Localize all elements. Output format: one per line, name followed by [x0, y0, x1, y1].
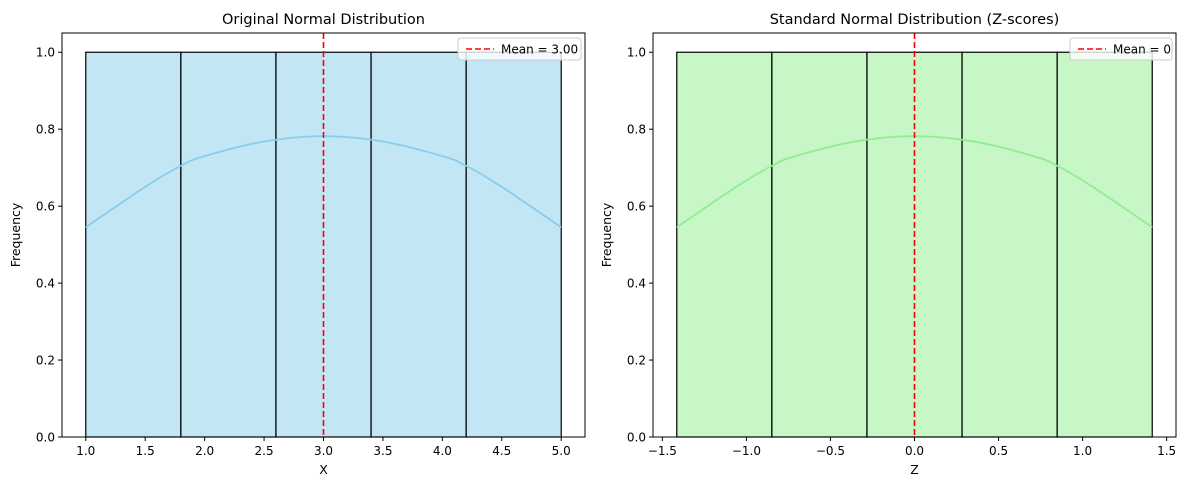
chart-2-xtick-label: −1.5	[648, 444, 677, 458]
chart-2-ytick-label: 0.4	[627, 277, 646, 291]
chart-1-xtick-label: 1.0	[76, 444, 95, 458]
chart-1-xtick-label: 5.0	[552, 444, 571, 458]
chart-1-bar-4	[370, 51, 467, 438]
chart-2-xtick-label: 1.5	[1157, 444, 1176, 458]
chart-2-bar-2	[771, 51, 868, 438]
chart-1-xtick-label: 4.0	[433, 444, 452, 458]
chart-2-ytick-label: 0.8	[627, 123, 646, 137]
chart-1-xtick-label: 2.0	[195, 444, 214, 458]
chart-2-ylabel: Frequency	[599, 202, 614, 267]
chart-2-bar-1	[676, 51, 773, 438]
chart-1-bar-2	[180, 51, 277, 438]
chart-2-ytick-label: 0.6	[627, 200, 646, 214]
chart-2-legend-box	[1069, 37, 1173, 61]
chart-1-xtick-label: 4.5	[492, 444, 511, 458]
chart-2-xtick-label: −1.0	[732, 444, 761, 458]
chart-2-ytick-label: 0.0	[627, 431, 646, 445]
chart-2-xtick-label: 0.0	[905, 444, 924, 458]
chart-1-bar-1	[85, 51, 182, 438]
chart-1-xtick-label: 3.5	[373, 444, 392, 458]
chart-1-xtick-label: 3.0	[314, 444, 333, 458]
chart-1: 1.0 1.5 2.0 2.5 3.0 3.5 4.0 4.5 5.0 0.0 0.2 0.4 0.6 0…	[8, 12, 586, 477]
chart-1-ytick-label: 0.8	[36, 123, 55, 137]
chart-2-bar-4	[961, 51, 1058, 438]
chart-1-xtick-label: 2.5	[255, 444, 274, 458]
chart-2-legend: Mean = 0	[1069, 37, 1173, 61]
chart-2-xtick-label: 1.0	[1073, 444, 1092, 458]
chart-1-ytick-label: 0.2	[36, 354, 55, 368]
chart-1-legend-box	[457, 37, 582, 61]
chart-1-xlabel: X	[319, 462, 328, 477]
chart-2-title: Standard Normal Distribution (Z-scores)	[770, 12, 1060, 28]
chart-1-title: Original Normal Distribution	[222, 12, 425, 28]
chart-2-ytick-label: 1.0	[627, 46, 646, 60]
chart-2-bar-5	[1056, 51, 1153, 438]
chart-2-xtick-label: −0.5	[816, 444, 845, 458]
chart-2-xlabel: Z	[910, 462, 919, 477]
chart-1-legend: Mean = 3.00	[457, 37, 582, 61]
chart-2-xtick-label: 0.5	[989, 444, 1008, 458]
chart-2: −1.5 −1.0 −0.5 0.0 0.5 1.0 1.5 0.0 0.2 0.4 0.6 0.8 1…	[599, 12, 1177, 477]
chart-2-legend-label: Mean = 0	[1113, 43, 1171, 57]
chart-1-bar-5	[465, 51, 562, 438]
chart-1-ytick-label: 1.0	[36, 46, 55, 60]
chart-1-ylabel: Frequency	[8, 202, 23, 267]
chart-1-ytick-label: 0.6	[36, 200, 55, 214]
chart-1-legend-label: Mean = 3.00	[501, 43, 578, 57]
chart-1-xtick-label: 1.5	[136, 444, 155, 458]
chart-1-ytick-label: 0.0	[36, 431, 55, 445]
chart-1-ytick-label: 0.4	[36, 277, 55, 291]
chart-2-ytick-label: 0.2	[627, 354, 646, 368]
